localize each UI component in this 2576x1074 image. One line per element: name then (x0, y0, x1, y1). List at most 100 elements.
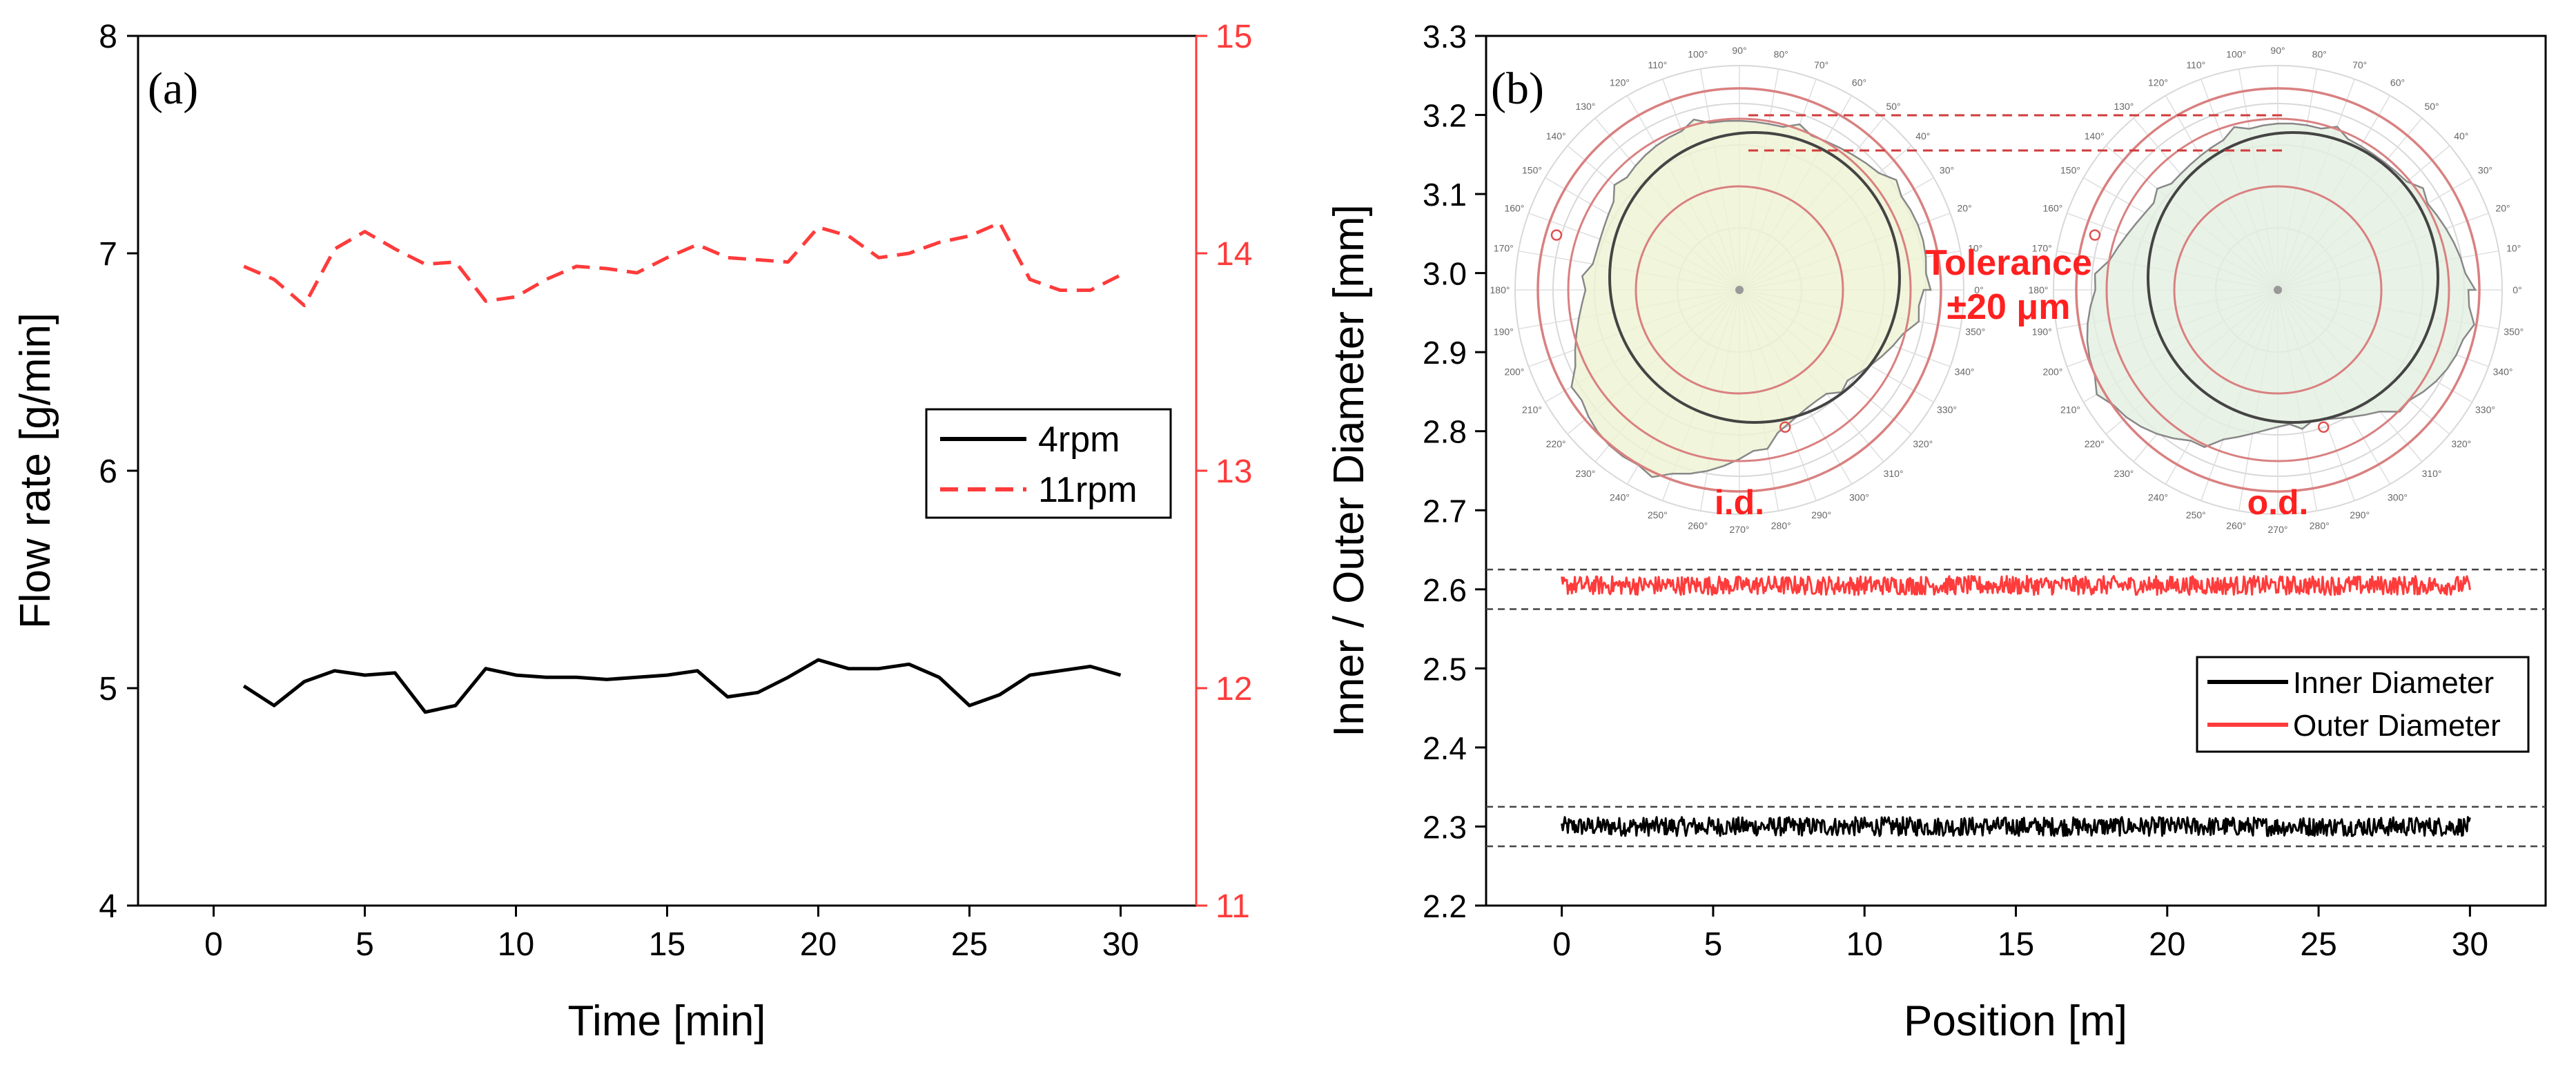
polar-deviation-profile (2086, 122, 2477, 449)
polar-angle-label: 10° (1968, 243, 1982, 254)
series-line-inner-diameter (1561, 816, 2471, 837)
polar-angle-label: 70° (2352, 59, 2367, 70)
polar-center-point (2274, 286, 2282, 294)
y-tick-label: 3.1 (1423, 177, 1467, 213)
y-tick-label: 3.2 (1423, 98, 1467, 134)
polar-reference-circle (2147, 131, 2439, 424)
polar-angle-label: 350° (1965, 326, 1985, 337)
tolerance-annotation: Tolerance ±20 μm (1925, 243, 2092, 327)
polar-angle-label: 160° (1504, 202, 1524, 213)
x-tick-label: 0 (1552, 926, 1571, 963)
panel-a-chart: 0 5 10 15 20 25 30 4 5 6 7 8 11 12 13 14 15 (a) Time [… (12, 19, 1252, 1045)
right-y-tick-label: 15 (1216, 19, 1252, 55)
panel-a-x-axis-title: Time [min] (567, 997, 765, 1045)
polar-angle-label: 180° (2029, 284, 2049, 295)
legend-label-4rpm: 4rpm (1038, 420, 1120, 460)
panel-a-series (242, 221, 1122, 714)
polar-angle-label: 230° (1575, 468, 1595, 479)
polar-angle-label: 280° (1771, 520, 1791, 531)
polar-angle-label: 110° (2186, 59, 2205, 70)
x-tick-label: 25 (2300, 926, 2336, 963)
panel-b-tolerance-lines (1486, 568, 2546, 848)
polar-marker (1550, 229, 1563, 241)
polar-tolerance-outer (2075, 87, 2481, 493)
y-tick-label: 2.8 (1423, 414, 1467, 450)
polar-angle-label: 50° (2424, 101, 2439, 112)
polar-angle-label: 140° (2085, 130, 2105, 141)
polar-label-od: o.d. (2247, 483, 2309, 522)
y-tick-label: 2.4 (1423, 730, 1467, 766)
x-tick-label: 5 (1704, 926, 1723, 963)
polar-angle-label: 170° (1494, 243, 1514, 254)
polar-marker (2318, 421, 2330, 433)
polar-angle-label: 30° (2478, 165, 2492, 176)
polar-reference-circle (1608, 131, 1901, 424)
polar-tolerance-outer (1536, 87, 1942, 493)
panel-a-right-y-ticks: 11 12 13 14 15 (1196, 19, 1252, 925)
legend-label-11rpm: 11rpm (1038, 470, 1138, 510)
polar-angle-label: 150° (1522, 165, 1542, 176)
polar-plot-inner-diameter: 0° 10° 20° 30° 40° 50° 60° 70° 80° 90° 100° 110° 120… (1490, 45, 1986, 535)
right-y-tick-label: 14 (1216, 236, 1252, 273)
y-tick-label: 2.2 (1423, 888, 1467, 924)
polar-inner-circle (2173, 185, 2383, 395)
panel-b-series (1561, 574, 2471, 837)
polar-angle-label: 100° (1688, 48, 1708, 59)
polar-angle-label: 90° (1732, 45, 1746, 56)
polar-angle-label: 90° (2270, 45, 2285, 56)
legend-label-inner-diameter: Inner Diameter (2293, 666, 2494, 700)
panel-b-y-ticks: 2.2 2.3 2.4 2.5 2.6 2.7 2.8 2.9 3.0 3.1 3.2 3.3 (1423, 19, 1486, 924)
panel-a-label: (a) (148, 64, 198, 114)
panel-b-label: (b) (1491, 64, 1544, 114)
legend-label-outer-diameter: Outer Diameter (2293, 709, 2501, 743)
polar-angle-label: 350° (2504, 326, 2524, 337)
polar-angle-label: 290° (2350, 509, 2370, 520)
series-line-11rpm (243, 221, 1122, 308)
x-tick-label: 25 (951, 926, 988, 963)
x-tick-label: 15 (649, 926, 685, 963)
polar-angle-label: 260° (1688, 520, 1708, 531)
polar-marker (2089, 229, 2101, 241)
polar-angle-label: 0° (2512, 284, 2521, 295)
x-tick-label: 15 (1998, 926, 2034, 963)
panel-b-legend: Inner Diameter Outer Diameter (2196, 656, 2530, 753)
polar-angle-label: 250° (2186, 509, 2206, 520)
series-line-outer-diameter (1561, 574, 2471, 596)
y-tick-label: 5 (99, 671, 117, 707)
x-tick-label: 30 (1102, 926, 1139, 963)
panel-b-x-axis-title: Position [m] (1904, 997, 2127, 1045)
polar-angle-label: 120° (1610, 77, 1630, 88)
polar-plot-outer-diameter: 0° 10° 20° 30° 40° 50° 60° 70° 80° 90° 100° 110° 120… (2029, 45, 2524, 535)
polar-label-id: i.d. (1715, 483, 1764, 522)
polar-angle-label: 40° (2454, 130, 2468, 141)
polar-angle-label: 280° (2310, 520, 2330, 531)
polar-angle-label: 330° (1937, 404, 1957, 416)
polar-angle-label: 200° (2042, 367, 2062, 378)
x-tick-label: 30 (2452, 926, 2488, 963)
polar-angle-label: 250° (1648, 509, 1668, 520)
polar-angle-label: 20° (2495, 202, 2510, 213)
polar-angle-label: 290° (1811, 509, 1831, 520)
panel-b-x-ticks: 0 5 10 15 20 25 30 (1552, 906, 2488, 963)
x-tick-label: 10 (1846, 926, 1883, 963)
polar-angle-label: 340° (1955, 367, 1975, 378)
polar-angle-label: 210° (2060, 404, 2080, 416)
y-tick-label: 3.0 (1423, 256, 1467, 292)
polar-angle-label: 20° (1957, 202, 1971, 213)
polar-angle-label: 300° (1849, 492, 1869, 503)
polar-angle-label: 170° (2032, 243, 2052, 254)
polar-tolerance-mid (2105, 117, 2450, 462)
y-tick-label: 2.6 (1423, 572, 1467, 608)
y-tick-label: 2.9 (1423, 335, 1467, 371)
polar-angle-label: 70° (1814, 59, 1828, 70)
polar-angle-label: 30° (1940, 165, 1954, 176)
polar-angle-label: 330° (2475, 404, 2495, 416)
panel-b-chart: 0 5 10 15 20 25 30 2.2 2.3 2.4 2.5 2.6 2.7 2.8 2.9 3.0… (1325, 19, 2547, 1045)
polar-inset: 0° 10° 20° 30° 40° 50° 60° 70° 80° 90° 100° 110° 120… (1490, 45, 2524, 535)
panel-a-legend-box (925, 408, 1172, 519)
polar-angle-label: 230° (2114, 468, 2134, 479)
panel-b-y-axis-title: Inner / Outer Diameter [mm] (1325, 204, 1373, 737)
x-tick-label: 20 (2149, 926, 2185, 963)
polar-angle-label: 240° (1610, 492, 1630, 503)
